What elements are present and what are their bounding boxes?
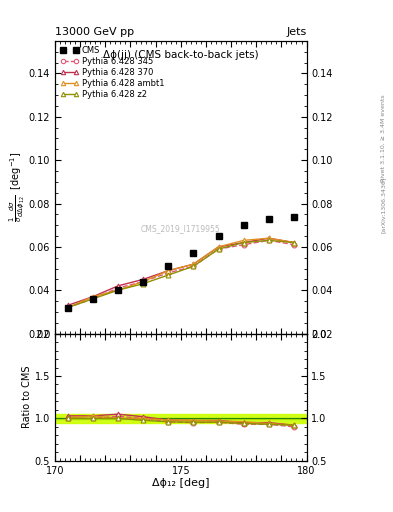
Pythia 6.428 345 xyxy=(65,305,70,311)
Pythia 6.428 ambt1 xyxy=(116,287,120,293)
Pythia 6.428 z2 xyxy=(90,296,95,302)
CMS xyxy=(141,279,145,285)
Pythia 6.428 ambt1 xyxy=(292,240,296,246)
CMS xyxy=(90,296,95,302)
Pythia 6.428 370 xyxy=(191,261,196,267)
Pythia 6.428 ambt1 xyxy=(266,235,271,241)
Pythia 6.428 345 xyxy=(216,246,221,252)
Pythia 6.428 370 xyxy=(216,244,221,250)
Pythia 6.428 z2 xyxy=(65,305,70,311)
Pythia 6.428 370 xyxy=(141,276,145,283)
Y-axis label: $\frac{1}{\sigma}\frac{d\sigma}{d\Delta\phi_{12}}$  [deg$^{-1}$]: $\frac{1}{\sigma}\frac{d\sigma}{d\Delta\… xyxy=(8,152,27,223)
Line: CMS: CMS xyxy=(64,214,297,311)
Line: Pythia 6.428 z2: Pythia 6.428 z2 xyxy=(65,238,296,310)
X-axis label: Δϕ₁₂ [deg]: Δϕ₁₂ [deg] xyxy=(152,478,209,488)
Pythia 6.428 345 xyxy=(116,285,120,291)
Line: Pythia 6.428 ambt1: Pythia 6.428 ambt1 xyxy=(65,236,296,310)
Pythia 6.428 370 xyxy=(266,235,271,241)
Pythia 6.428 345 xyxy=(166,270,171,276)
Pythia 6.428 370 xyxy=(292,240,296,246)
Pythia 6.428 345 xyxy=(90,296,95,302)
Pythia 6.428 z2 xyxy=(241,240,246,246)
Pythia 6.428 z2 xyxy=(216,246,221,252)
Pythia 6.428 z2 xyxy=(266,237,271,243)
Pythia 6.428 ambt1 xyxy=(141,279,145,285)
CMS xyxy=(216,233,221,239)
CMS xyxy=(266,216,271,222)
Pythia 6.428 ambt1 xyxy=(241,237,246,243)
Text: 13000 GeV pp: 13000 GeV pp xyxy=(55,28,134,37)
Text: Jets: Jets xyxy=(286,28,307,37)
Text: Δϕ(jj) (CMS back-to-back jets): Δϕ(jj) (CMS back-to-back jets) xyxy=(103,50,259,60)
CMS xyxy=(292,214,296,220)
Pythia 6.428 ambt1 xyxy=(216,244,221,250)
Pythia 6.428 345 xyxy=(141,279,145,285)
CMS xyxy=(116,287,120,293)
CMS xyxy=(191,250,196,257)
CMS xyxy=(65,305,70,311)
Pythia 6.428 z2 xyxy=(166,272,171,278)
Pythia 6.428 z2 xyxy=(292,240,296,246)
Pythia 6.428 ambt1 xyxy=(90,294,95,300)
Line: Pythia 6.428 370: Pythia 6.428 370 xyxy=(65,236,296,308)
Pythia 6.428 345 xyxy=(292,242,296,248)
Pythia 6.428 ambt1 xyxy=(191,261,196,267)
Pythia 6.428 345 xyxy=(241,242,246,248)
Pythia 6.428 370 xyxy=(166,268,171,274)
CMS xyxy=(166,263,171,269)
Pythia 6.428 z2 xyxy=(116,287,120,293)
Pythia 6.428 ambt1 xyxy=(65,305,70,311)
Pythia 6.428 345 xyxy=(266,237,271,243)
Pythia 6.428 370 xyxy=(241,240,246,246)
Pythia 6.428 345 xyxy=(191,263,196,269)
Text: Rivet 3.1.10, ≥ 3.4M events: Rivet 3.1.10, ≥ 3.4M events xyxy=(381,94,386,182)
CMS xyxy=(241,222,246,228)
Y-axis label: Ratio to CMS: Ratio to CMS xyxy=(22,366,32,429)
Pythia 6.428 370 xyxy=(116,283,120,289)
Text: [arXiv:1306.3436]: [arXiv:1306.3436] xyxy=(381,177,386,233)
Line: Pythia 6.428 345: Pythia 6.428 345 xyxy=(65,238,296,310)
Bar xyxy=(55,418,307,419)
Pythia 6.428 370 xyxy=(90,294,95,300)
Pythia 6.428 370 xyxy=(65,302,70,308)
Legend: CMS, Pythia 6.428 345, Pythia 6.428 370, Pythia 6.428 ambt1, Pythia 6.428 z2: CMS, Pythia 6.428 345, Pythia 6.428 370,… xyxy=(57,42,167,102)
Pythia 6.428 z2 xyxy=(141,281,145,287)
Pythia 6.428 ambt1 xyxy=(166,268,171,274)
Bar xyxy=(55,414,307,422)
Pythia 6.428 z2 xyxy=(191,263,196,269)
Text: CMS_2019_I1719955: CMS_2019_I1719955 xyxy=(141,224,220,233)
